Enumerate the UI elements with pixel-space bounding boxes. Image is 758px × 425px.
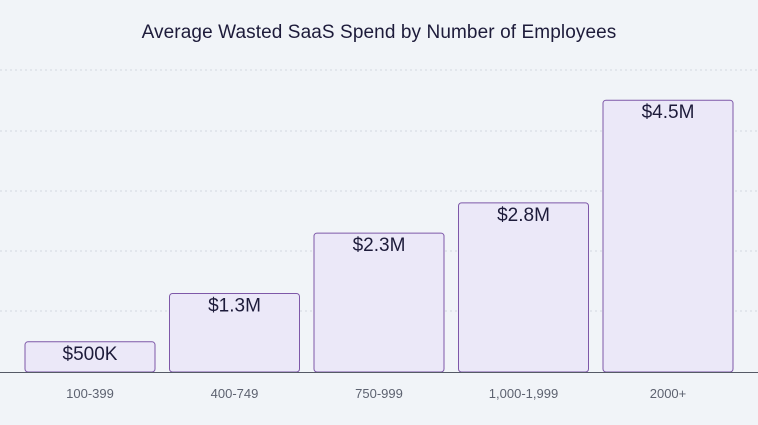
- bar-4: [458, 202, 589, 373]
- x-tick-label: 400-749: [211, 386, 259, 401]
- value-label: $2.3M: [353, 235, 406, 256]
- value-labels: $500K $1.3M $2.3M $2.8M $4.5M: [63, 102, 695, 365]
- x-tick-label: 750-999: [355, 386, 403, 401]
- x-tick-label: 100-399: [66, 386, 114, 401]
- x-axis-ticks: 100-399 400-749 750-999 1,000-1,999 2000+: [66, 386, 686, 401]
- value-label: $1.3M: [208, 295, 261, 316]
- x-tick-label: 1,000-1,999: [489, 386, 558, 401]
- value-label: $2.8M: [497, 205, 550, 226]
- bars: [24, 99, 734, 373]
- value-label: $500K: [63, 344, 118, 365]
- x-tick-label: 2000+: [650, 386, 687, 401]
- value-label: $4.5M: [642, 102, 695, 123]
- chart-title: Average Wasted SaaS Spend by Number of E…: [141, 22, 617, 43]
- bar-5: [602, 99, 734, 373]
